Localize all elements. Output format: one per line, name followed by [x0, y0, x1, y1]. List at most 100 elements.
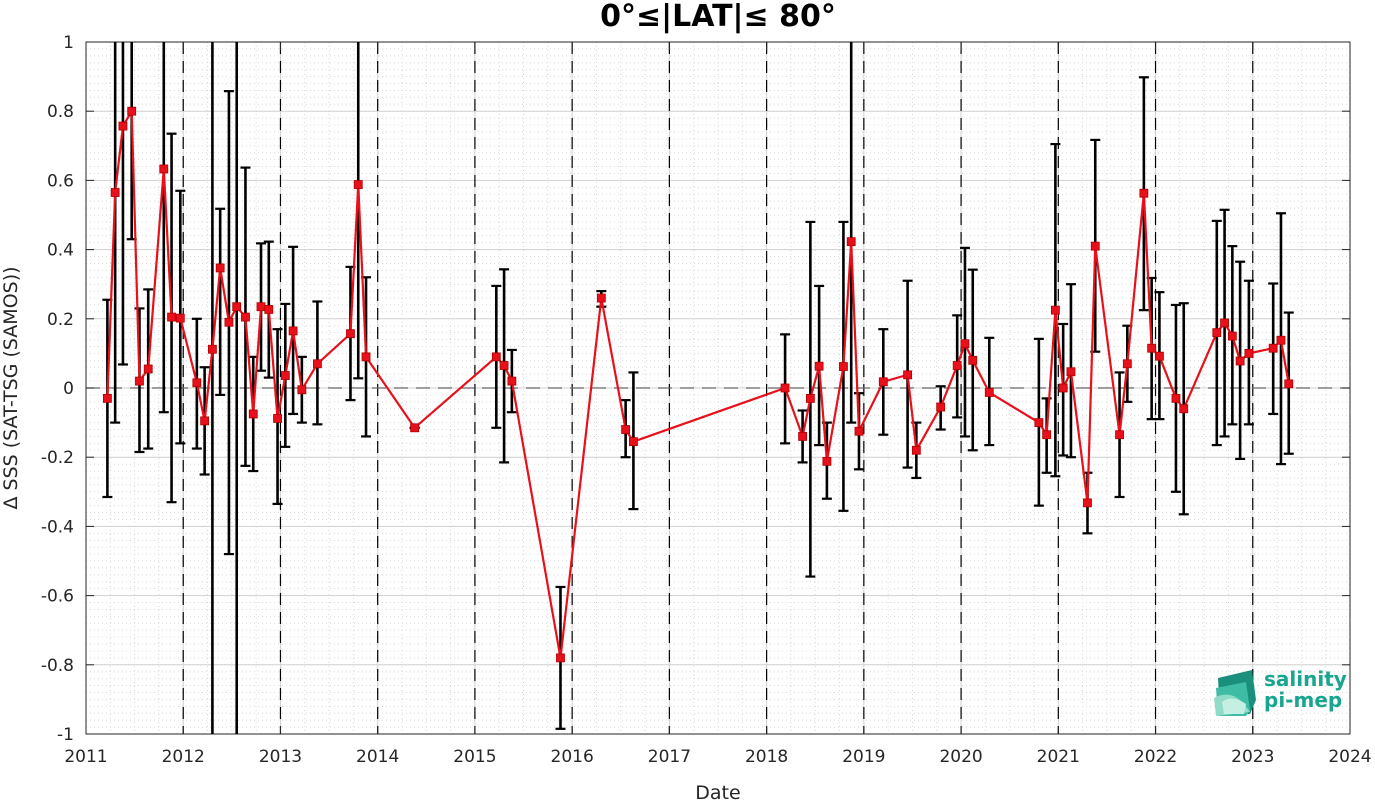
data-point-marker: [1155, 351, 1164, 361]
data-point-marker: [1220, 318, 1229, 328]
y-tick-label: 0: [63, 379, 74, 399]
data-point-marker: [952, 361, 962, 370]
data-point-marker: [903, 370, 912, 380]
data-point-marker: [232, 302, 242, 312]
data-point-marker: [1034, 418, 1044, 428]
data-point-marker: [410, 423, 420, 433]
data-point-marker: [596, 293, 606, 303]
data-point-marker: [846, 237, 856, 247]
x-axis-label: Date: [695, 782, 740, 801]
data-point-marker: [1042, 430, 1052, 440]
data-point-marker: [127, 106, 137, 116]
chart-title: 0°≤|LAT|≤ 80°: [600, 0, 836, 34]
data-point-marker: [805, 393, 815, 403]
x-tick-label: 2015: [453, 747, 496, 767]
data-point-marker: [1235, 356, 1245, 366]
data-point-marker: [1244, 348, 1254, 358]
x-tick-label: 2013: [259, 747, 302, 767]
data-point-marker: [288, 326, 298, 336]
y-tick-label: 0.4: [47, 241, 74, 261]
y-axis-label: Δ SSS (SAT-TSG (SAMOS)): [0, 266, 22, 509]
y-tick-label: 1: [63, 33, 74, 53]
data-point-marker: [1122, 359, 1132, 369]
data-point-marker: [143, 364, 153, 374]
x-tick-label: 2019: [842, 747, 885, 767]
data-point-marker: [839, 362, 848, 371]
data-point-marker: [984, 388, 994, 397]
salinity-pimep-logo: salinity pi-mep: [1214, 667, 1347, 716]
x-tick-label: 2022: [1134, 747, 1177, 767]
series-line: [106, 107, 1290, 659]
data-point-marker: [507, 376, 517, 386]
data-point-marker: [273, 414, 282, 423]
data-point-marker: [1147, 343, 1157, 353]
x-tick-label: 2021: [1037, 747, 1080, 767]
data-point-marker: [256, 302, 266, 312]
data-point-marker: [878, 377, 888, 387]
data-point-marker: [175, 313, 185, 323]
data-point-marker: [854, 426, 864, 436]
y-tick-label: -0.4: [41, 517, 74, 537]
data-point-marker: [629, 437, 638, 447]
data-point-marker: [241, 312, 250, 322]
logo-text-salinity: salinity: [1264, 667, 1347, 691]
data-point-marker: [814, 361, 824, 371]
data-point-marker: [264, 305, 274, 314]
x-tick-label: 2018: [745, 747, 788, 767]
data-point-marker: [248, 409, 258, 419]
data-point-marker: [297, 385, 307, 395]
wave-logo-icon: [1214, 670, 1256, 716]
y-tick-label: 0.2: [47, 310, 74, 330]
data-point-marker: [361, 352, 371, 362]
data-point-marker: [346, 329, 355, 339]
x-tick-label: 2024: [1328, 747, 1371, 767]
x-tick-label: 2011: [64, 747, 107, 767]
data-point-marker: [353, 180, 363, 189]
y-tick-label: -0.6: [41, 587, 74, 607]
data-point-marker: [822, 456, 832, 466]
x-tick-label: 2012: [162, 747, 205, 767]
grid: [85, 41, 1351, 735]
y-tick-labels: -1 -0.8 -0.6 -0.4 -0.2 0 0.2 0.4 0.6 0.8 1: [41, 33, 74, 745]
data-point-marker: [192, 378, 202, 388]
data-point-marker: [1139, 188, 1149, 198]
x-tick-label: 2014: [356, 747, 399, 767]
data-point-marker: [1268, 343, 1278, 353]
y-tick-label: 0.8: [47, 102, 74, 122]
data-point-marker: [1179, 404, 1189, 414]
y-tick-label: -0.8: [41, 656, 74, 676]
x-tick-labels: 2011 2012 2013 2014 2015 2016 2017 2018 2019 2020…: [64, 747, 1371, 767]
data-point-marker: [960, 339, 970, 349]
data-point-marker: [215, 263, 225, 273]
data-point-marker: [1050, 305, 1060, 315]
data-point-marker: [780, 383, 790, 393]
data-point-marker: [1115, 430, 1124, 440]
data-point-marker: [313, 359, 322, 369]
data-point-marker: [798, 432, 807, 441]
data-point-marker: [200, 416, 210, 426]
data-point-marker: [118, 121, 128, 131]
data-point-marker: [110, 188, 120, 197]
data-point-marker: [224, 317, 234, 327]
y-tick-label: 0.6: [47, 171, 74, 191]
logo-text-pimep: pi-mep: [1264, 688, 1342, 712]
data-point-marker: [102, 393, 112, 403]
data-point-marker: [936, 402, 946, 412]
data-point-marker: [1276, 335, 1286, 345]
data-point-marker: [1212, 328, 1222, 338]
data-point-marker: [1058, 383, 1068, 393]
data-point-marker: [911, 445, 921, 455]
data-point-marker: [167, 312, 176, 322]
data-point-marker: [1284, 379, 1294, 389]
data-point-marker: [1090, 241, 1100, 251]
x-tick-label: 2016: [551, 747, 594, 767]
data-point-marker: [491, 352, 501, 362]
data-point-marker: [207, 344, 217, 354]
data-point-marker: [280, 371, 290, 380]
data-point-marker: [135, 376, 144, 386]
data-point-marker: [1171, 393, 1181, 403]
x-tick-label: 2023: [1231, 747, 1274, 767]
data-point-marker: [1083, 498, 1092, 508]
x-tick-label: 2020: [939, 747, 982, 767]
